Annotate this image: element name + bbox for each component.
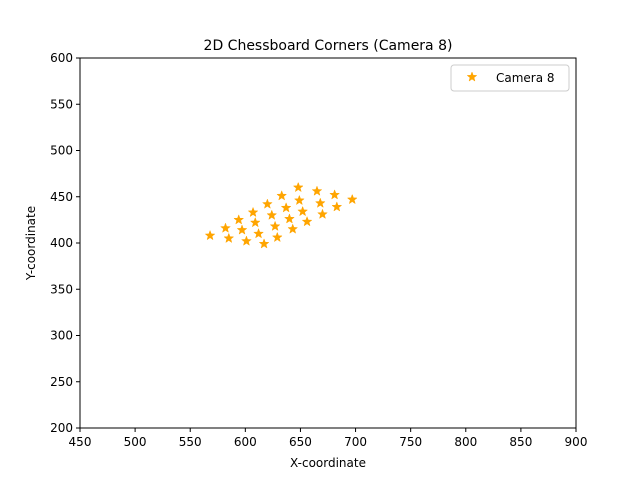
data-points bbox=[204, 181, 358, 249]
data-point-13 bbox=[283, 213, 295, 224]
x-tick-label-0: 450 bbox=[69, 435, 92, 449]
x-tick-label-6: 750 bbox=[399, 435, 422, 449]
data-point-22 bbox=[314, 197, 326, 208]
x-tick-label-8: 850 bbox=[509, 435, 532, 449]
x-tick-label-7: 800 bbox=[454, 435, 477, 449]
x-tick-label-3: 600 bbox=[234, 435, 257, 449]
data-point-5 bbox=[220, 222, 231, 233]
y-tick-label-2: 300 bbox=[50, 329, 73, 343]
data-point-15 bbox=[247, 206, 259, 218]
x-tick-label-1: 500 bbox=[124, 435, 147, 449]
data-point-25 bbox=[311, 185, 323, 196]
plot-area bbox=[80, 58, 576, 428]
data-point-8 bbox=[269, 220, 281, 231]
y-tick-label-8: 600 bbox=[50, 51, 73, 65]
y-tick-label-7: 550 bbox=[50, 97, 73, 111]
data-point-27 bbox=[346, 193, 358, 205]
data-point-23 bbox=[331, 201, 343, 212]
y-axis-ticks: 200 250 300 350 400 450 500 550 600 bbox=[50, 51, 80, 435]
data-point-26 bbox=[329, 189, 341, 200]
y-tick-label-4: 400 bbox=[50, 236, 73, 250]
y-tick-label-6: 500 bbox=[50, 144, 73, 158]
y-tick-label-5: 450 bbox=[50, 190, 73, 204]
data-point-19 bbox=[317, 208, 328, 219]
y-tick-label-3: 350 bbox=[50, 282, 73, 296]
legend-label: Camera 8 bbox=[496, 71, 555, 85]
data-point-0 bbox=[204, 229, 216, 241]
x-tick-label-5: 700 bbox=[344, 435, 367, 449]
data-point-18 bbox=[297, 205, 309, 217]
chart-title: 2D Chessboard Corners (Camera 8) bbox=[204, 38, 453, 54]
data-point-10 bbox=[233, 214, 245, 225]
data-point-12 bbox=[266, 209, 278, 220]
data-point-4 bbox=[271, 231, 283, 243]
data-point-6 bbox=[236, 224, 248, 235]
data-point-14 bbox=[301, 216, 313, 227]
data-point-16 bbox=[261, 198, 273, 209]
data-point-2 bbox=[241, 235, 252, 246]
data-point-24 bbox=[292, 181, 304, 193]
x-axis-ticks: 450 500 550 600 650 700 750 800 850 900 bbox=[69, 428, 588, 449]
data-point-3 bbox=[258, 238, 270, 249]
x-axis-label: X-coordinate bbox=[290, 456, 366, 470]
data-point-21 bbox=[293, 194, 305, 206]
legend-box bbox=[450, 64, 570, 92]
x-tick-label-4: 650 bbox=[289, 435, 312, 449]
y-axis-label: Y-coordinate bbox=[24, 206, 38, 281]
data-point-7 bbox=[253, 228, 264, 239]
data-point-17 bbox=[280, 202, 292, 213]
y-tick-label-0: 200 bbox=[50, 421, 73, 435]
legend: Camera 8 bbox=[450, 64, 570, 92]
legend-star-marker bbox=[466, 71, 478, 82]
x-tick-label-2: 550 bbox=[179, 435, 202, 449]
data-point-20 bbox=[276, 190, 288, 201]
x-tick-label-9: 900 bbox=[565, 435, 588, 449]
y-tick-label-1: 250 bbox=[50, 375, 73, 389]
data-point-11 bbox=[249, 216, 261, 228]
data-point-9 bbox=[287, 223, 299, 234]
data-point-1 bbox=[223, 232, 235, 243]
